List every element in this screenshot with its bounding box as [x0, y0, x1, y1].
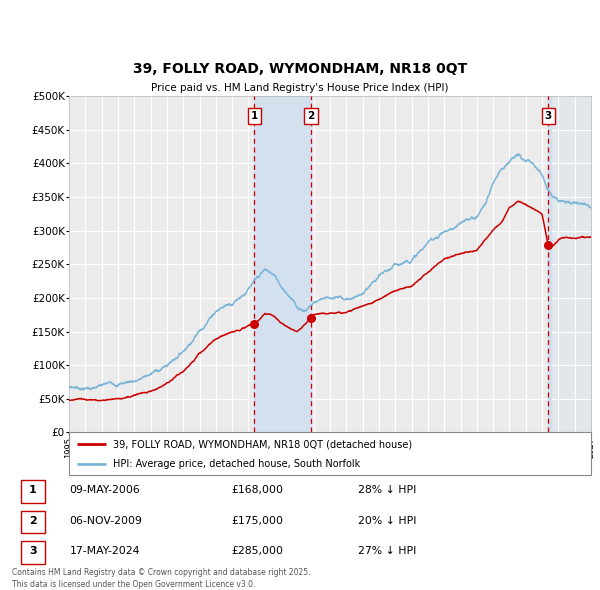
Text: 39, FOLLY ROAD, WYMONDHAM, NR18 0QT (detached house): 39, FOLLY ROAD, WYMONDHAM, NR18 0QT (det…	[113, 440, 412, 450]
Text: 28% ↓ HPI: 28% ↓ HPI	[358, 485, 416, 495]
Text: 1: 1	[251, 112, 258, 122]
Text: 39, FOLLY ROAD, WYMONDHAM, NR18 0QT: 39, FOLLY ROAD, WYMONDHAM, NR18 0QT	[133, 62, 467, 76]
Bar	[548, 96, 551, 432]
Text: Contains HM Land Registry data © Crown copyright and database right 2025.: Contains HM Land Registry data © Crown c…	[12, 568, 311, 577]
Text: This data is licensed under the Open Government Licence v3.0.: This data is licensed under the Open Gov…	[12, 579, 256, 589]
Text: 17-MAY-2024: 17-MAY-2024	[70, 546, 140, 556]
Text: £175,000: £175,000	[231, 516, 283, 526]
Text: 06-NOV-2009: 06-NOV-2009	[70, 516, 142, 526]
FancyBboxPatch shape	[20, 480, 45, 503]
Text: 3: 3	[545, 112, 552, 122]
Text: 1: 1	[29, 485, 37, 495]
Text: £168,000: £168,000	[231, 485, 283, 495]
Bar	[548, 96, 591, 432]
Text: 27% ↓ HPI: 27% ↓ HPI	[358, 546, 416, 556]
Text: 2: 2	[308, 112, 315, 122]
Text: 3: 3	[29, 546, 37, 556]
Bar	[254, 96, 311, 432]
Bar	[548, 96, 591, 432]
Text: 2: 2	[29, 516, 37, 526]
FancyBboxPatch shape	[69, 432, 591, 475]
FancyBboxPatch shape	[20, 541, 45, 564]
Text: HPI: Average price, detached house, South Norfolk: HPI: Average price, detached house, Sout…	[113, 460, 361, 469]
Text: 20% ↓ HPI: 20% ↓ HPI	[358, 516, 416, 526]
Text: £285,000: £285,000	[231, 546, 283, 556]
FancyBboxPatch shape	[20, 510, 45, 533]
Text: 09-MAY-2006: 09-MAY-2006	[70, 485, 140, 495]
Text: Price paid vs. HM Land Registry's House Price Index (HPI): Price paid vs. HM Land Registry's House …	[151, 83, 449, 93]
